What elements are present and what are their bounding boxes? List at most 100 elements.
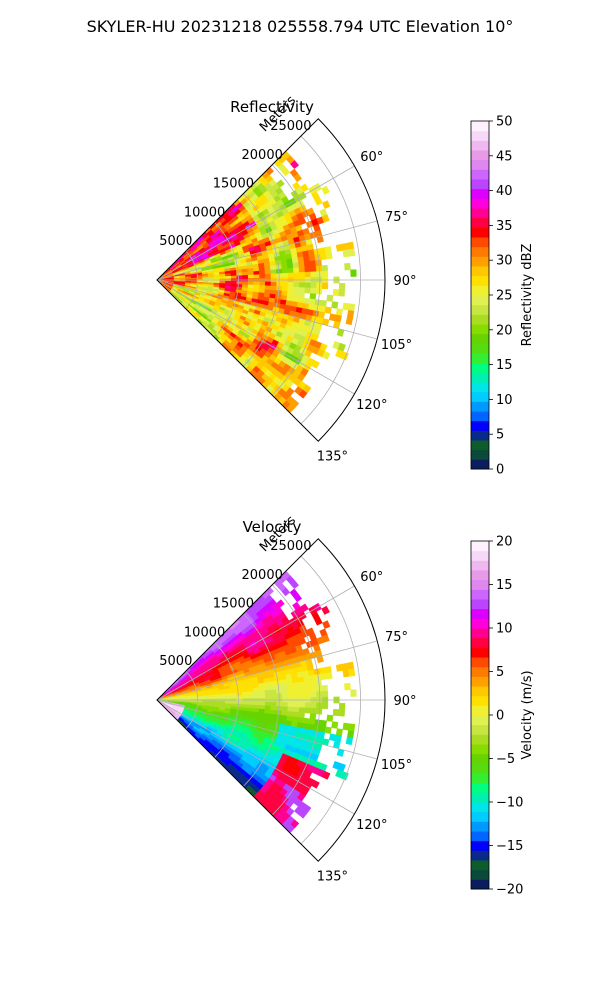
data-cell (254, 691, 260, 695)
data-cell (299, 692, 305, 697)
colorbar-tick-label: 10 (496, 393, 513, 408)
colorbar-segment (471, 647, 489, 657)
data-cell (347, 310, 354, 318)
data-cell (351, 690, 357, 697)
data-cell (303, 676, 309, 682)
data-cell (288, 287, 294, 292)
data-cell (242, 281, 248, 284)
colorbar-segment (471, 392, 489, 402)
data-cell (294, 702, 300, 707)
data-cell (231, 693, 237, 696)
colorbar-segment (471, 773, 489, 783)
colorbar-tick-label: 20 (496, 535, 513, 550)
data-cell (265, 286, 271, 290)
data-cell (298, 262, 304, 268)
colorbar-segment (471, 247, 489, 257)
colorbar-segment (471, 725, 489, 735)
data-cell (248, 282, 254, 285)
data-cell (298, 712, 304, 718)
colorbar-segment (471, 189, 489, 199)
data-cell (271, 282, 277, 286)
data-cell (231, 273, 237, 276)
colorbar-tick-label: 30 (496, 254, 513, 269)
range-tick-label: 20000 (242, 568, 283, 583)
data-cell (298, 257, 304, 263)
data-cell (305, 288, 311, 294)
data-cell (237, 273, 243, 276)
colorbar-segment (471, 140, 489, 150)
data-cell (305, 708, 311, 714)
data-cell (347, 662, 354, 670)
colorbar-segment (471, 560, 489, 570)
colorbar-segment (471, 812, 489, 822)
data-cell (294, 282, 300, 287)
colorbar-segment (471, 638, 489, 648)
data-cell (346, 317, 353, 325)
data-cell (237, 276, 243, 279)
colorbar-segment (471, 334, 489, 344)
data-cell (264, 266, 270, 270)
data-cell (299, 267, 305, 272)
data-cell (298, 682, 304, 688)
data-cell (282, 287, 288, 292)
data-cell (293, 287, 299, 292)
colorbar-tick-label: −20 (496, 883, 523, 898)
data-cell (311, 272, 317, 278)
colorbar-tick-label: −15 (496, 839, 523, 854)
range-tick-label: 10000 (184, 205, 225, 220)
data-cell (231, 696, 237, 699)
data-cell (299, 272, 305, 277)
data-cell (294, 693, 300, 698)
data-cell (287, 711, 293, 716)
data-cell (286, 259, 292, 264)
colorbar-segment (471, 667, 489, 677)
angle-tick-label: 60° (360, 150, 383, 165)
colorbar-segment (471, 401, 489, 411)
data-cell (254, 695, 260, 699)
angle-tick-label: 75° (385, 630, 408, 645)
data-cell (220, 276, 226, 278)
data-cell (305, 692, 311, 697)
data-cell (259, 271, 265, 275)
data-cell (259, 274, 265, 278)
data-cell (325, 307, 332, 314)
data-cell (320, 300, 326, 307)
colorbar-segment (471, 295, 489, 305)
data-cell (299, 282, 305, 287)
data-cell (305, 267, 311, 273)
data-cell (339, 703, 345, 710)
data-cell (304, 261, 310, 267)
data-cell (299, 687, 305, 692)
data-cell (259, 691, 265, 695)
data-cell (271, 694, 277, 698)
data-cell (332, 302, 339, 309)
colorbar-segment (471, 121, 489, 131)
colorbar-segment (471, 879, 489, 889)
colorbar-segment (471, 831, 489, 841)
data-cell (322, 606, 330, 615)
data-cell (293, 263, 299, 268)
data-cell (288, 688, 294, 693)
range-tick-label: 20000 (242, 148, 283, 163)
data-cell (322, 621, 330, 629)
data-cell (299, 702, 305, 707)
data-cell (333, 289, 339, 296)
data-cell (305, 687, 311, 693)
colorbar-tick-label: 50 (496, 115, 513, 130)
colorbar-segment (471, 421, 489, 431)
colorbar-tick-label: 25 (496, 289, 513, 304)
data-cell (339, 283, 345, 290)
data-cell (288, 693, 294, 698)
colorbar-tick-label: 5 (496, 665, 504, 680)
data-cell (208, 697, 214, 699)
data-cell (282, 273, 288, 278)
reflectivity-colorbar-label: Reflectivity dBZ (520, 244, 535, 347)
colorbar-segment (471, 343, 489, 353)
data-cell (237, 281, 243, 284)
colorbar-tick-label: 35 (496, 219, 513, 234)
colorbar-segment (471, 686, 489, 696)
colorbar-segment (471, 160, 489, 170)
data-cell (254, 275, 260, 279)
